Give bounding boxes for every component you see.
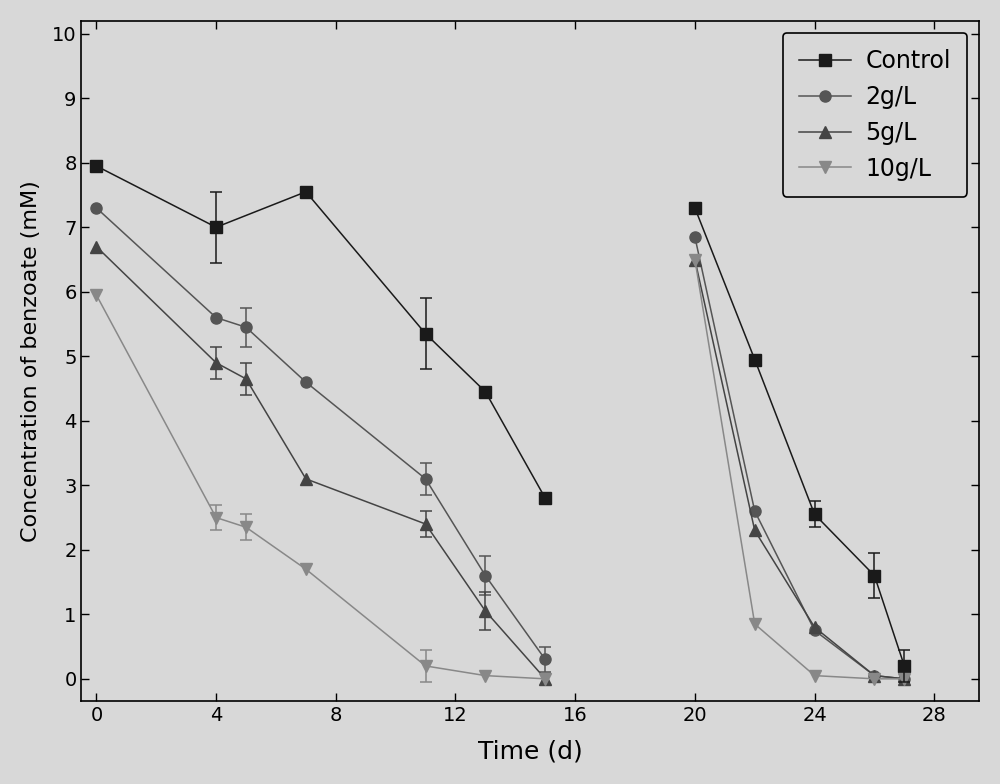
Control xyxy=(90,162,102,171)
10g/L xyxy=(539,674,551,684)
2g/L xyxy=(539,655,551,664)
Control xyxy=(479,387,491,397)
2g/L xyxy=(300,377,312,387)
Control xyxy=(210,223,222,232)
Line: Control: Control xyxy=(91,161,551,504)
5g/L xyxy=(210,358,222,368)
Control xyxy=(300,187,312,197)
10g/L xyxy=(300,564,312,574)
2g/L xyxy=(240,322,252,332)
Y-axis label: Concentration of benzoate (mM): Concentration of benzoate (mM) xyxy=(21,180,41,542)
2g/L xyxy=(210,313,222,322)
5g/L xyxy=(420,519,432,528)
5g/L xyxy=(240,374,252,383)
10g/L xyxy=(420,661,432,670)
10g/L xyxy=(210,513,222,522)
5g/L xyxy=(539,674,551,684)
X-axis label: Time (d): Time (d) xyxy=(478,739,583,763)
2g/L xyxy=(420,474,432,484)
Line: 2g/L: 2g/L xyxy=(91,202,551,665)
Legend: Control, 2g/L, 5g/L, 10g/L: Control, 2g/L, 5g/L, 10g/L xyxy=(783,33,967,197)
Line: 5g/L: 5g/L xyxy=(91,241,551,684)
2g/L xyxy=(90,203,102,212)
5g/L xyxy=(300,474,312,484)
5g/L xyxy=(90,242,102,252)
Line: 10g/L: 10g/L xyxy=(91,289,551,684)
Control xyxy=(539,493,551,503)
10g/L xyxy=(90,290,102,299)
10g/L xyxy=(240,522,252,532)
Control xyxy=(420,329,432,339)
10g/L xyxy=(479,671,491,681)
5g/L xyxy=(479,606,491,615)
2g/L xyxy=(479,571,491,580)
